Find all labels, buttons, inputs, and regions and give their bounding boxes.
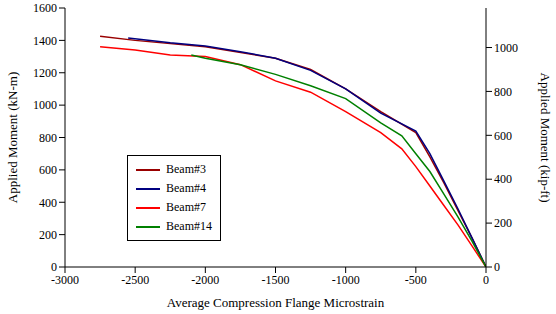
svg-text:-1000: -1000 xyxy=(332,273,360,287)
html-text:Beam#14: Beam#14 xyxy=(166,219,212,233)
svg-text:-2000: -2000 xyxy=(191,273,219,287)
svg-text:800: 800 xyxy=(39,131,57,145)
svg-text:-1500: -1500 xyxy=(262,273,290,287)
svg-text:200: 200 xyxy=(494,216,512,230)
svg-text:1400: 1400 xyxy=(33,34,57,48)
html-text:Beam#4: Beam#4 xyxy=(166,181,206,195)
svg-text:1000: 1000 xyxy=(494,41,518,55)
svg-text:400: 400 xyxy=(39,196,57,210)
svg-text:-3000: -3000 xyxy=(51,273,79,287)
svg-text:-500: -500 xyxy=(405,273,427,287)
svg-text:200: 200 xyxy=(39,228,57,242)
svg-text:0: 0 xyxy=(494,260,500,274)
svg-text:0: 0 xyxy=(51,260,57,274)
svg-text:600: 600 xyxy=(494,129,512,143)
svg-text:0: 0 xyxy=(483,273,489,287)
svg-text:-2500: -2500 xyxy=(121,273,149,287)
svg-text:1600: 1600 xyxy=(33,1,57,15)
svg-text:Applied Moment (kN-m): Applied Moment (kN-m) xyxy=(8,72,20,203)
svg-text:600: 600 xyxy=(39,163,57,177)
svg-text:400: 400 xyxy=(494,172,512,186)
svg-text:Applied Moment (kip-ft): Applied Moment (kip-ft) xyxy=(538,73,548,203)
html-text:Beam#3: Beam#3 xyxy=(166,162,206,176)
html-text:Beam#7: Beam#7 xyxy=(166,200,206,214)
svg-text:Average Compression Flange Mic: Average Compression Flange Microstrain xyxy=(167,295,385,310)
svg-text:1200: 1200 xyxy=(33,66,57,80)
svg-text:1000: 1000 xyxy=(33,98,57,112)
svg-text:800: 800 xyxy=(494,85,512,99)
